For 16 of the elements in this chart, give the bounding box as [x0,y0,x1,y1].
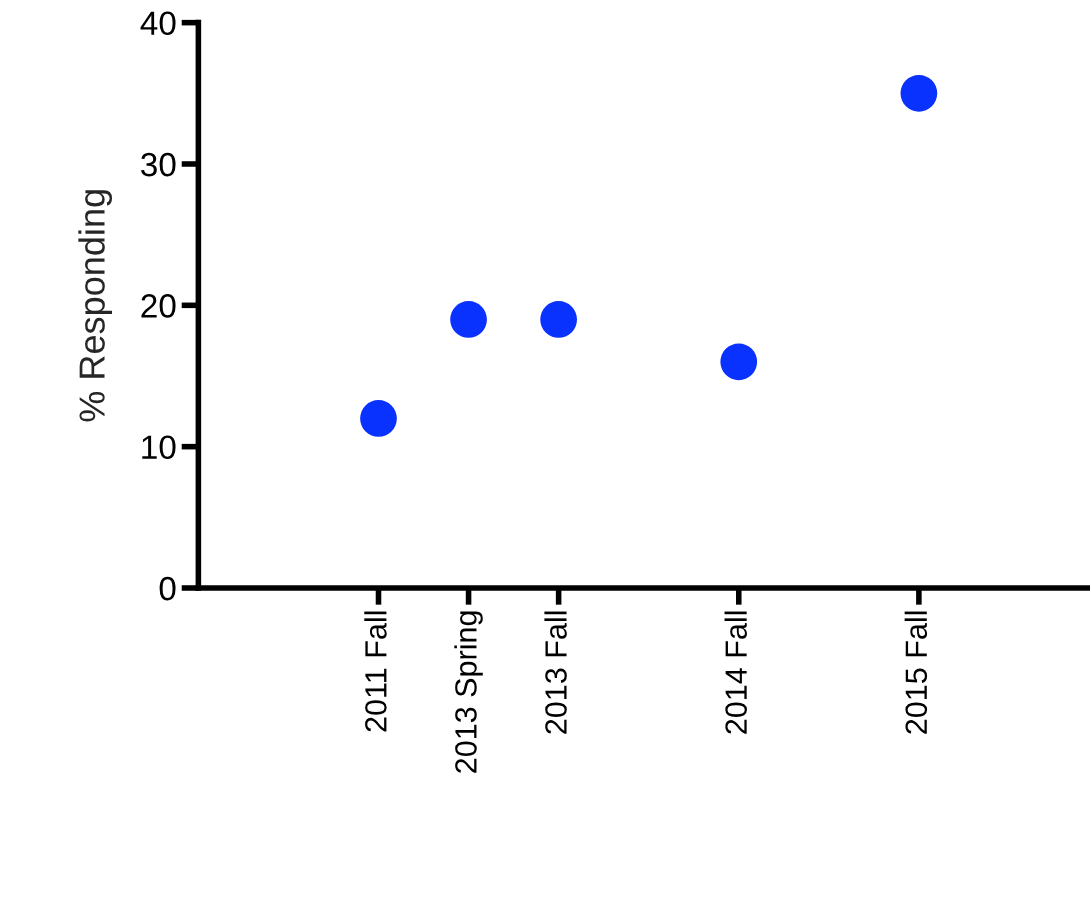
x-tick-label: 2013 Fall [544,611,567,734]
y-tick-label: 0 [159,576,176,601]
y-tick-label: 40 [140,11,176,36]
x-tick-label: 2013 Spring [454,611,483,773]
y-axis-title: % Responding [78,190,112,422]
point [360,400,397,437]
point [450,301,487,338]
point [540,301,577,338]
x-tick-label: 2015 Fall [904,611,928,734]
y-tick-label: 10 [142,435,176,460]
point [900,74,938,112]
y-tick-label: 20 [141,294,176,318]
x-tick-label: 2014 Fall [724,611,747,734]
point [720,343,758,381]
x-tick-label: 2011 Fall [364,611,387,732]
y-tick-label: 30 [141,152,176,177]
